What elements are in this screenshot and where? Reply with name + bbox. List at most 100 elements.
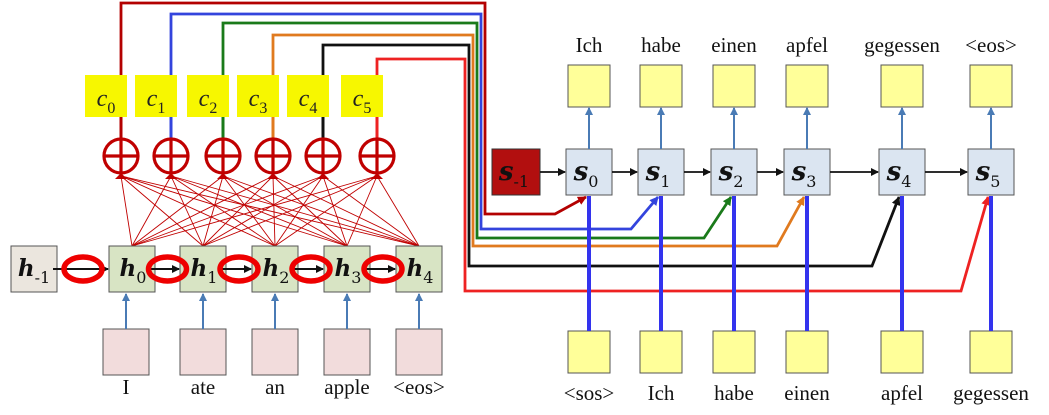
context-route-line	[119, 1, 587, 216]
decoder-input-box	[785, 330, 829, 374]
attention-weight-line	[346, 175, 378, 247]
encoder-initial-label: h-1	[18, 255, 50, 287]
attention-weight-line	[131, 175, 172, 247]
context-box	[341, 75, 383, 117]
attention-weight-line	[120, 175, 420, 247]
encoder-state-label: h2	[263, 255, 290, 287]
attention-weight-line	[131, 175, 324, 247]
encoder-input-box	[251, 328, 299, 376]
decoder-input-word: Ich	[648, 381, 675, 405]
attention-weight-line	[131, 175, 224, 247]
decoder-initial-label: s-1	[498, 157, 529, 191]
attention-weight-line	[274, 175, 324, 247]
encoder-state-label: h1	[191, 255, 218, 287]
decoder: s-1 s0 Ich <sos> s1 habe Ich s2 einen habe s3 apfel…	[491, 33, 1029, 405]
context-route-line	[271, 33, 806, 248]
attention-weight-line	[202, 175, 224, 247]
context-box	[85, 75, 127, 117]
encoder-input-word: I	[123, 375, 130, 399]
decoder-state	[967, 148, 1015, 196]
attention-weight-line	[120, 175, 133, 247]
attention-weight-line	[202, 175, 274, 247]
decoder-output-word: habe	[641, 33, 681, 57]
decoder-input-word: einen	[784, 381, 830, 405]
context-label: c5	[353, 86, 372, 117]
encoder-input-box	[102, 328, 150, 376]
attention-weight-line	[120, 175, 276, 247]
encoder-input-word: an	[265, 375, 285, 399]
decoder-state-label: s2	[718, 157, 744, 191]
encoder-input-word: apple	[324, 375, 369, 399]
attention-weight-line	[272, 175, 348, 247]
context-label: c4	[299, 86, 318, 117]
attention-weight-line	[272, 175, 276, 247]
context-box	[237, 75, 279, 117]
attention-weight-line	[131, 175, 378, 247]
sum-input-arrowhead	[371, 173, 383, 179]
attention-weight-line	[120, 175, 348, 247]
encoder-input-box	[395, 328, 443, 376]
decoder-output-word: gegessen	[864, 33, 940, 57]
decoder-output-box	[567, 64, 611, 108]
context-routing-lines	[119, 1, 991, 293]
decoder-output-box	[712, 64, 756, 108]
context-label: c2	[199, 86, 218, 117]
context-label: c3	[249, 86, 268, 117]
sum-input-arrowhead	[165, 173, 177, 179]
decoder-output-word: apfel	[786, 33, 828, 57]
encoder-input-word: <eos>	[393, 375, 445, 399]
attention-weight-line	[322, 175, 348, 247]
context-route-line	[375, 57, 991, 293]
decoder-input-box	[880, 330, 924, 374]
attention-weight-lines	[115, 173, 420, 247]
decoder-output-box	[639, 64, 683, 108]
sum-input-arrowhead	[267, 173, 279, 179]
attention-weight-line	[131, 175, 274, 247]
attention-weight-line	[222, 175, 420, 247]
decoder-state-label: s1	[645, 157, 671, 191]
decoder-output-word: <eos>	[965, 33, 1017, 57]
encoder-input-box	[179, 328, 227, 376]
context-box	[187, 75, 229, 117]
decoder-input-box	[969, 330, 1013, 374]
attention-weight-line	[222, 175, 276, 247]
decoder-state-label: s0	[573, 157, 599, 191]
attention-weight-line	[120, 175, 204, 247]
attention-weight-line	[222, 175, 348, 247]
attention-ring	[61, 254, 105, 284]
decoder-output-box	[969, 64, 1013, 108]
decoder-input-box	[567, 330, 611, 374]
sum-input-arrowhead	[317, 173, 329, 179]
decoder-state-label: s3	[791, 157, 817, 191]
attention-ring	[361, 254, 405, 284]
attention-weight-line	[202, 175, 378, 247]
attention-weight-line	[170, 175, 276, 247]
decoder-input-word: habe	[714, 381, 754, 405]
decoder-input-word: apfel	[881, 381, 923, 405]
attention-weight-line	[322, 175, 420, 247]
decoder-output-word: Ich	[576, 33, 603, 57]
attention-weight-line	[376, 175, 420, 247]
encoder-input-word: ate	[191, 375, 215, 399]
context-route-line	[169, 12, 660, 231]
decoder-state	[783, 148, 831, 196]
decoder-output-word: einen	[711, 33, 757, 57]
encoder: c0 c1 c2 c3 c4 c5 h-1 h0 h1 h2 h3 h4 I ate an apple <eos…	[10, 75, 445, 399]
context-label: c1	[147, 86, 166, 117]
decoder-output-box	[880, 64, 924, 108]
attention-weight-line	[170, 175, 420, 247]
context-box	[287, 75, 329, 117]
context-box	[135, 75, 177, 117]
decoder-input-box	[712, 330, 756, 374]
encoder-input-box	[323, 328, 371, 376]
decoder-state-label: s4	[886, 157, 912, 191]
attention-ring	[289, 254, 333, 284]
context-route-line	[221, 21, 733, 240]
decoder-output-box	[785, 64, 829, 108]
encoder-state-label: h3	[335, 255, 362, 287]
attention-weight-line	[274, 175, 378, 247]
attention-weight-line	[170, 175, 348, 247]
attention-weight-line	[272, 175, 420, 247]
decoder-input-word: <sos>	[564, 381, 615, 405]
